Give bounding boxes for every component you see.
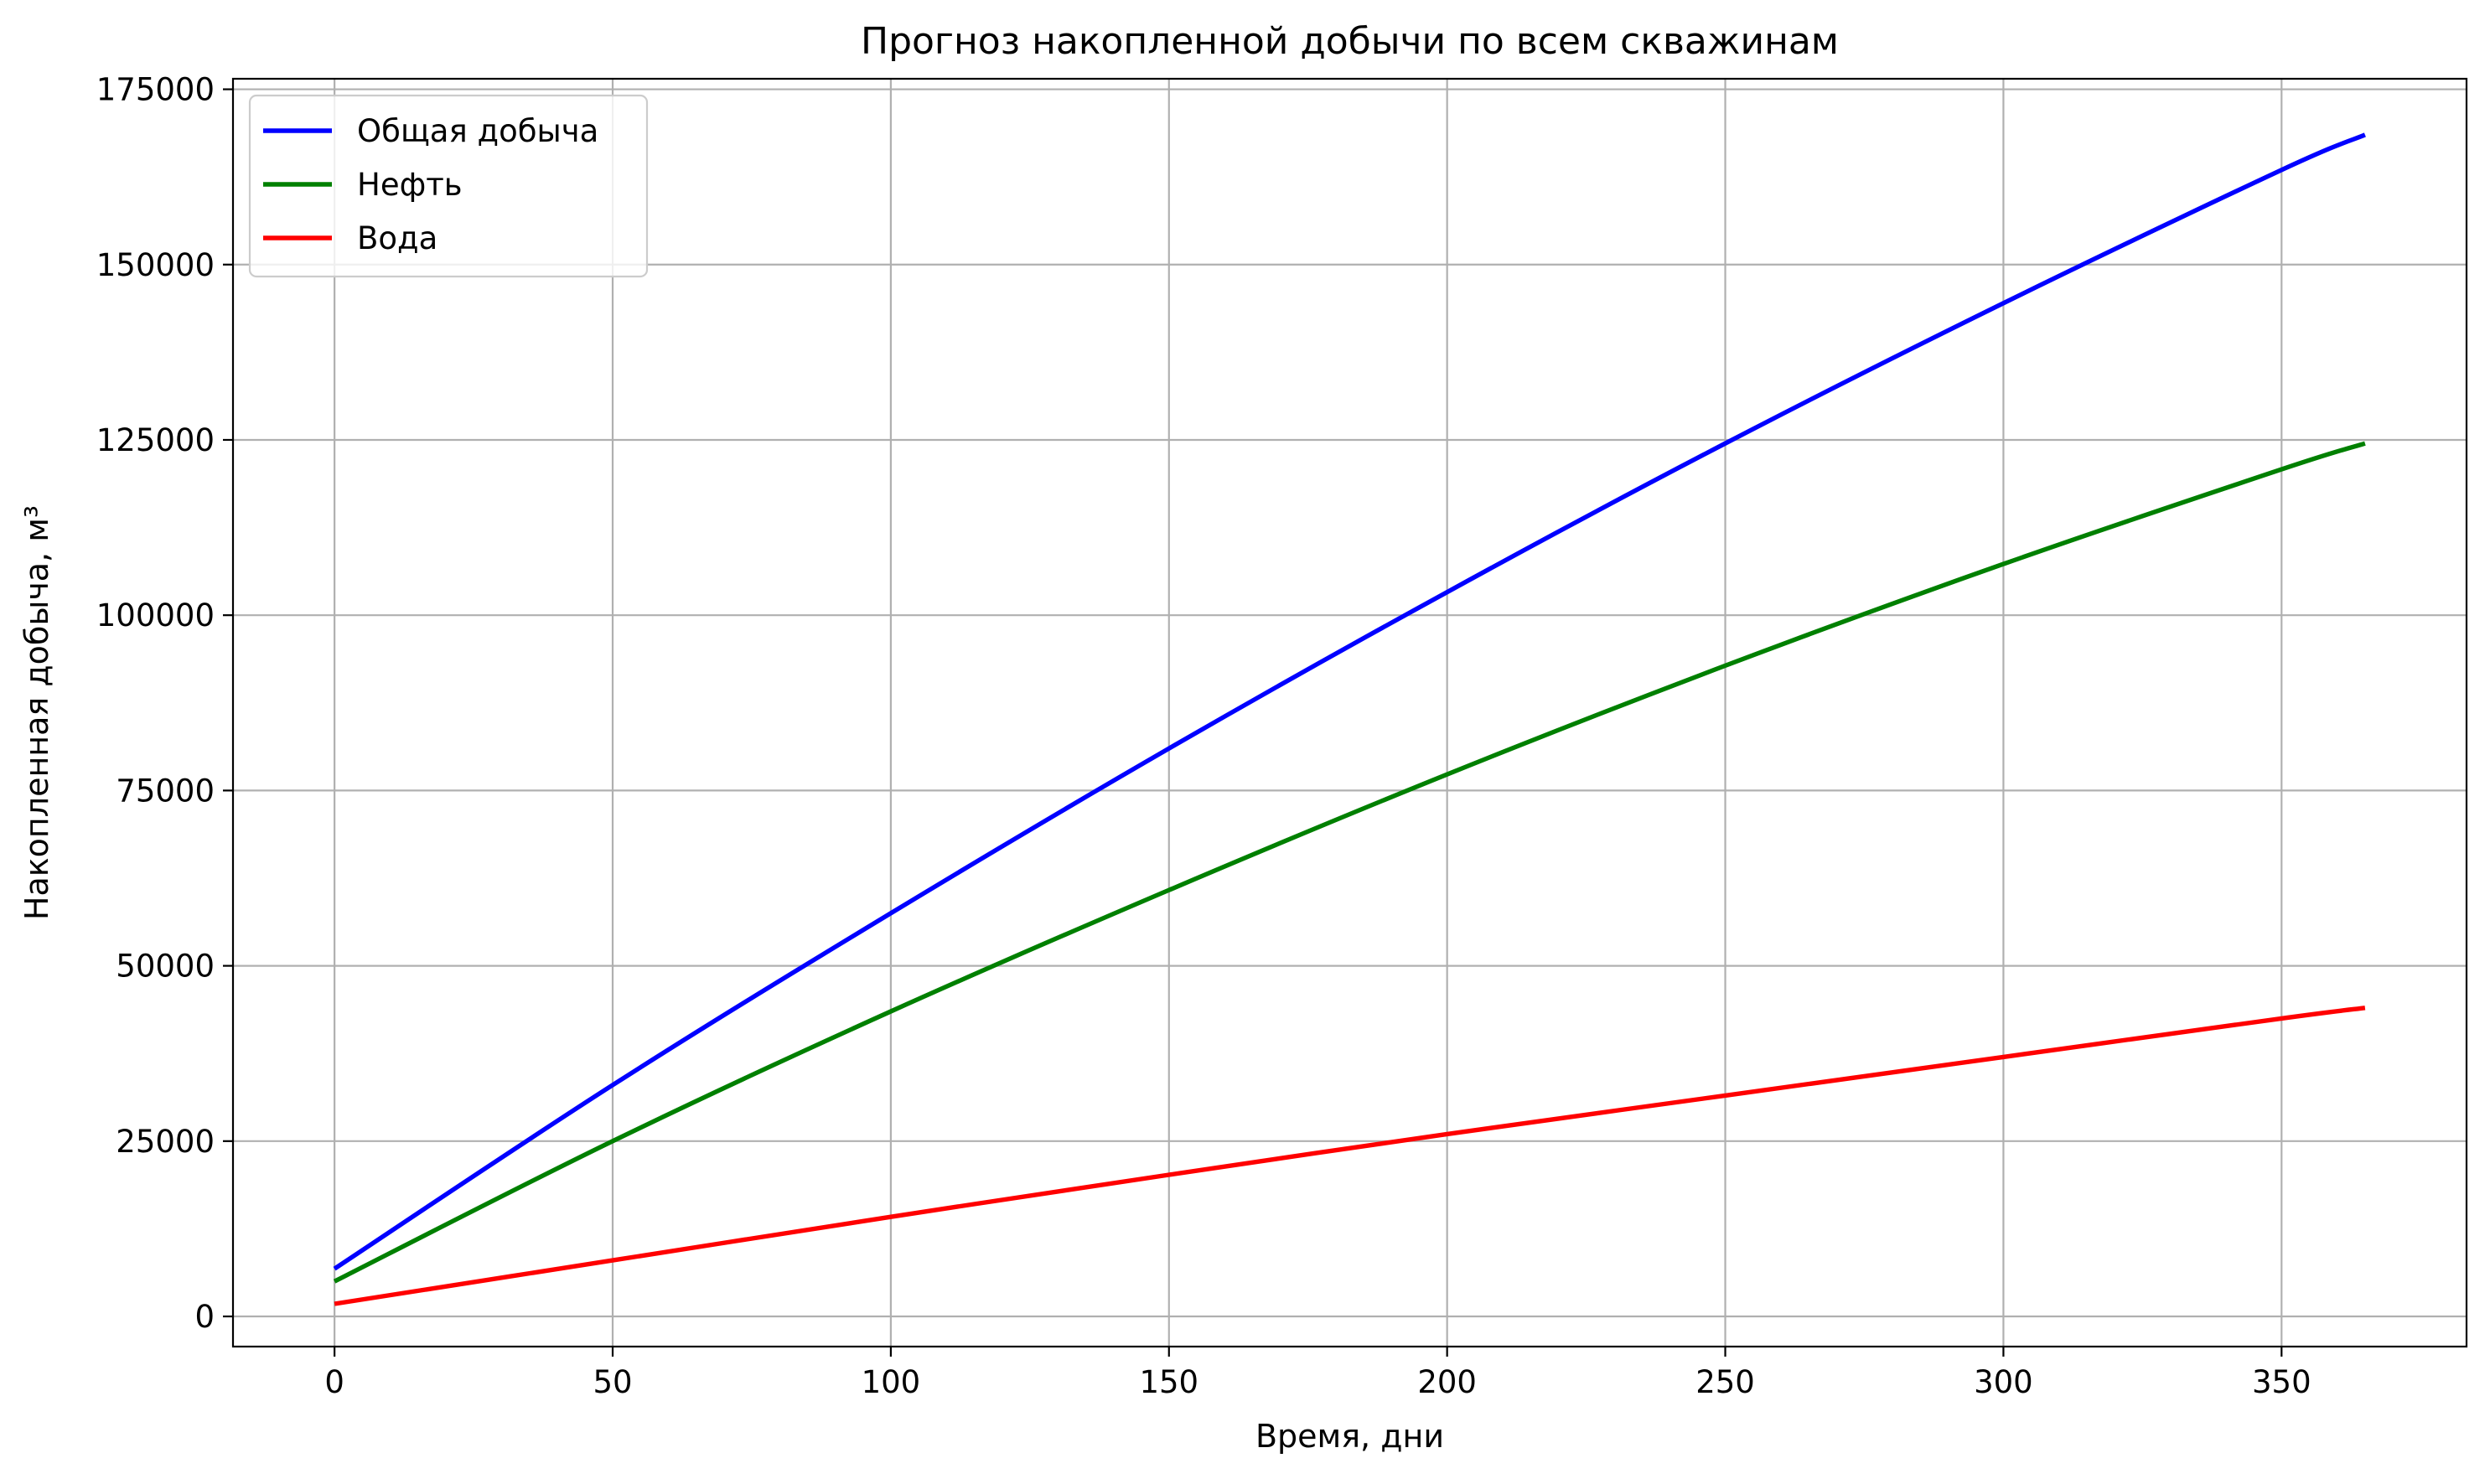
legend-label-2: Нефть [357,167,463,203]
legend: Общая добыча Нефть Вода [248,94,649,278]
chart-title: Прогноз накопленной добычи по всем скваж… [861,20,1839,63]
x-tick-label: 50 [593,1364,632,1400]
y-tick-label: 125000 [96,422,215,458]
y-tick-label: 75000 [116,773,215,809]
x-tick-label: 350 [2252,1364,2311,1400]
series-lines [333,132,2366,1306]
x-tick-label: 100 [862,1364,921,1400]
y-axis-label: Накопленная добыча, м³ [18,505,55,920]
x-tick-label: 300 [1974,1364,2033,1400]
x-tick-label: 200 [1417,1364,1477,1400]
series-line-1 [333,132,2366,1271]
x-tick-label: 150 [1139,1364,1198,1400]
x-axis-label: Время, дни [1255,1418,1444,1455]
legend-box [248,94,649,278]
plot-area-frame [231,77,2468,1348]
legend-label-3: Вода [357,220,437,256]
y-tick-label: 0 [194,1299,215,1335]
y-tick-label: 175000 [96,72,215,108]
x-tick-label: 0 [324,1364,344,1400]
y-tick-label: 150000 [96,247,215,283]
series-line-2 [333,441,2366,1284]
axis-ticks: 0 50 100 150 200 250 300 350 0 25000 50000 75000 100… [96,72,2311,1400]
x-tick-label: 250 [1695,1364,1755,1400]
grid-lines [233,79,2467,1347]
series-line-3 [334,1006,2366,1306]
y-tick-label: 50000 [116,949,215,985]
y-tick-label: 100000 [96,597,215,633]
y-tick-label: 25000 [116,1124,215,1160]
legend-label-1: Общая добыча [357,113,598,149]
